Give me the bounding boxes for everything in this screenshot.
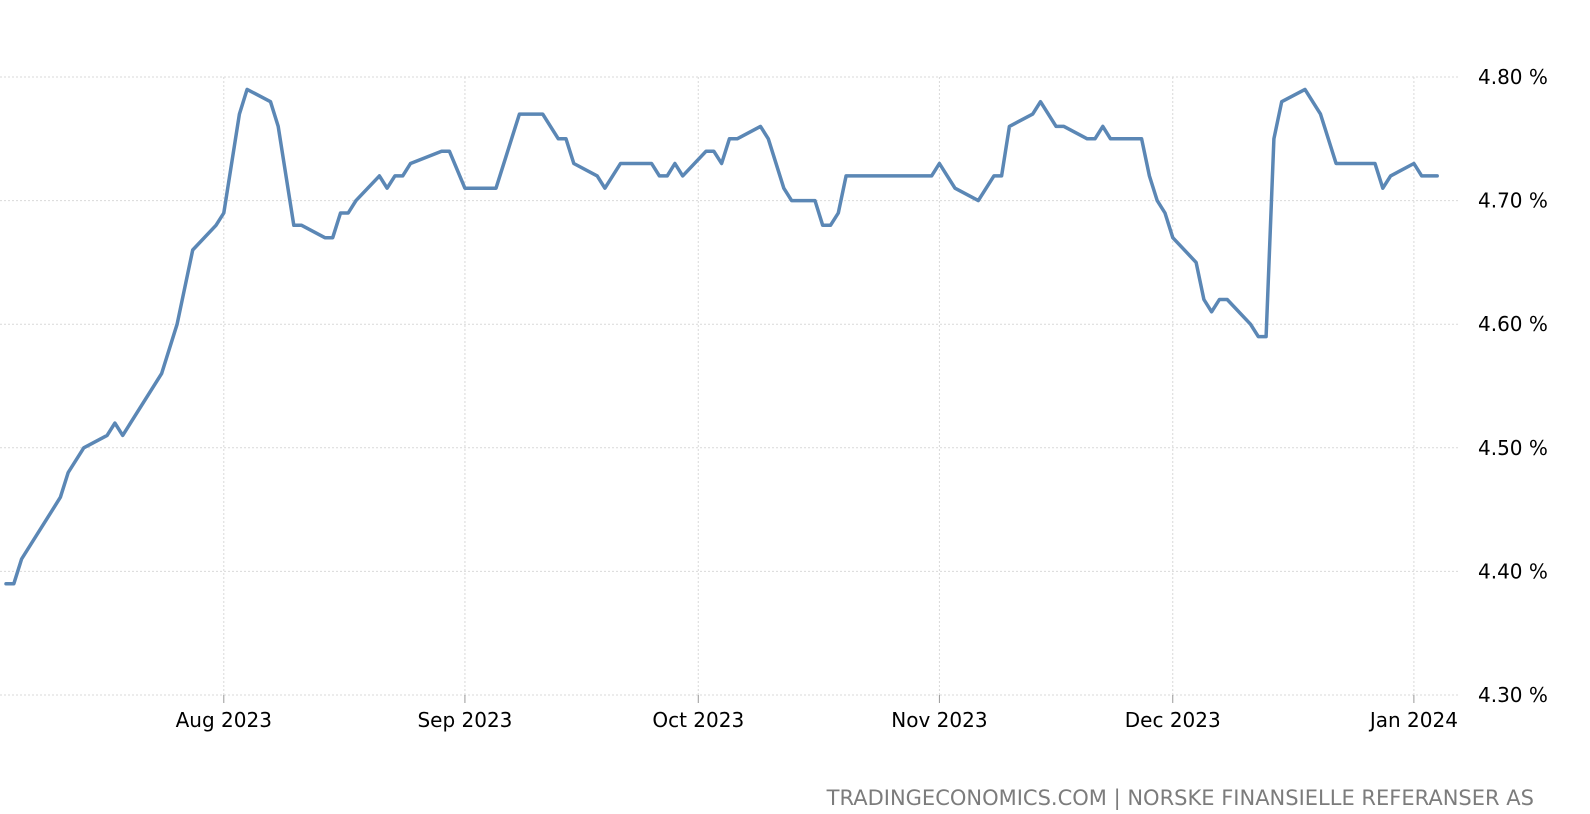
x-tick-label: Nov 2023 bbox=[891, 708, 987, 732]
y-tick-label: 4.50 % bbox=[1478, 436, 1548, 460]
y-tick-label: 4.80 % bbox=[1478, 65, 1548, 89]
y-tick-label: 4.60 % bbox=[1478, 312, 1548, 336]
series-group bbox=[4, 87, 1439, 586]
x-tick-label: Sep 2023 bbox=[417, 708, 512, 732]
y-tick-label: 4.70 % bbox=[1478, 189, 1548, 213]
y-tick-label: 4.30 % bbox=[1478, 683, 1548, 707]
x-axis: Aug 2023 Sep 2023 Oct 2023 Nov 2023 Dec 2023… bbox=[176, 695, 1458, 732]
x-tick-label: Jan 2024 bbox=[1368, 708, 1458, 732]
series-line bbox=[4, 87, 1439, 586]
x-tick-label: Aug 2023 bbox=[176, 708, 272, 732]
x-tick-label: Dec 2023 bbox=[1125, 708, 1221, 732]
x-tick-label: Oct 2023 bbox=[652, 708, 744, 732]
y-axis: 4.80 % 4.70 % 4.60 % 4.50 % 4.40 % 4.30 % bbox=[1478, 65, 1548, 707]
grid-lines bbox=[0, 76, 1460, 696]
source-attribution: TRADINGECONOMICS.COM | NORSKE FINANSIELL… bbox=[826, 786, 1534, 810]
y-tick-label: 4.40 % bbox=[1478, 559, 1548, 583]
